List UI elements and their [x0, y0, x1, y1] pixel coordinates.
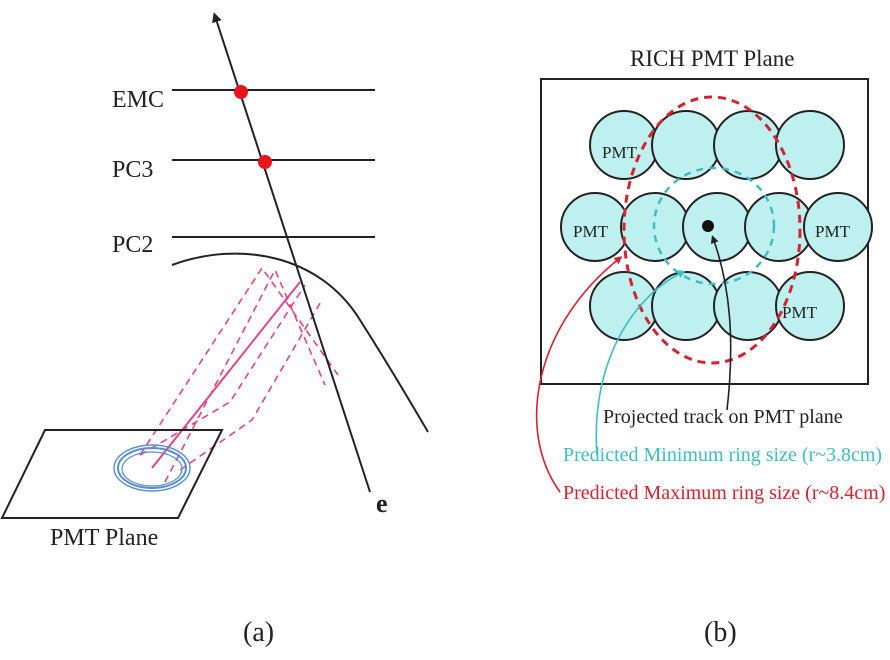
projected-track-dot	[702, 220, 714, 232]
panel-b: RICH PMT Plane PMT PMT PMT PMT	[535, 46, 885, 648]
max-ring	[622, 95, 802, 365]
photon-cone	[139, 266, 339, 483]
projected-track-arrow	[710, 235, 732, 411]
min-ring-text: Predicted Minimum ring size (r~3.8cm)	[563, 444, 882, 466]
pc2-label: PC2	[112, 232, 153, 258]
pmt-label: PMT	[782, 303, 818, 322]
caption-a: (a)	[243, 617, 274, 648]
pmt-tube	[803, 192, 873, 262]
projected-track-text: Projected track on PMT plane	[603, 406, 843, 428]
rich-title: RICH PMT Plane	[630, 46, 794, 71]
pmt-tube	[651, 271, 721, 341]
max-ring-arrow	[535, 256, 623, 493]
electron-label: e	[376, 489, 388, 518]
panel-a: EMC PC3 PC2 PMT Plane e (a)	[0, 12, 429, 648]
emc-hit-dot	[234, 85, 248, 99]
min-ring	[652, 166, 776, 286]
min-ring-arrow	[595, 270, 686, 456]
pmt-tube	[744, 192, 814, 262]
max-ring-text: Predicted Maximum ring size (r~8.4cm)	[563, 482, 885, 504]
pmt-label: PMT	[602, 143, 638, 162]
pmt-plane-shape	[0, 429, 224, 519]
caption-b: (b)	[704, 617, 737, 648]
pmt-label: PMT	[815, 222, 851, 241]
pmt-tube	[775, 110, 845, 180]
pmt-plane-label: PMT Plane	[50, 525, 158, 551]
pmt-array	[560, 110, 873, 341]
pmt-label: PMT	[573, 222, 609, 241]
photon-centre-line	[151, 281, 301, 469]
mirror-arc	[171, 252, 429, 433]
cherenkov-ring	[113, 444, 191, 492]
emc-label: EMC	[112, 87, 164, 113]
pmt-tube	[775, 271, 845, 341]
pc3-label: PC3	[112, 157, 153, 183]
pc3-hit-dot	[258, 155, 272, 169]
